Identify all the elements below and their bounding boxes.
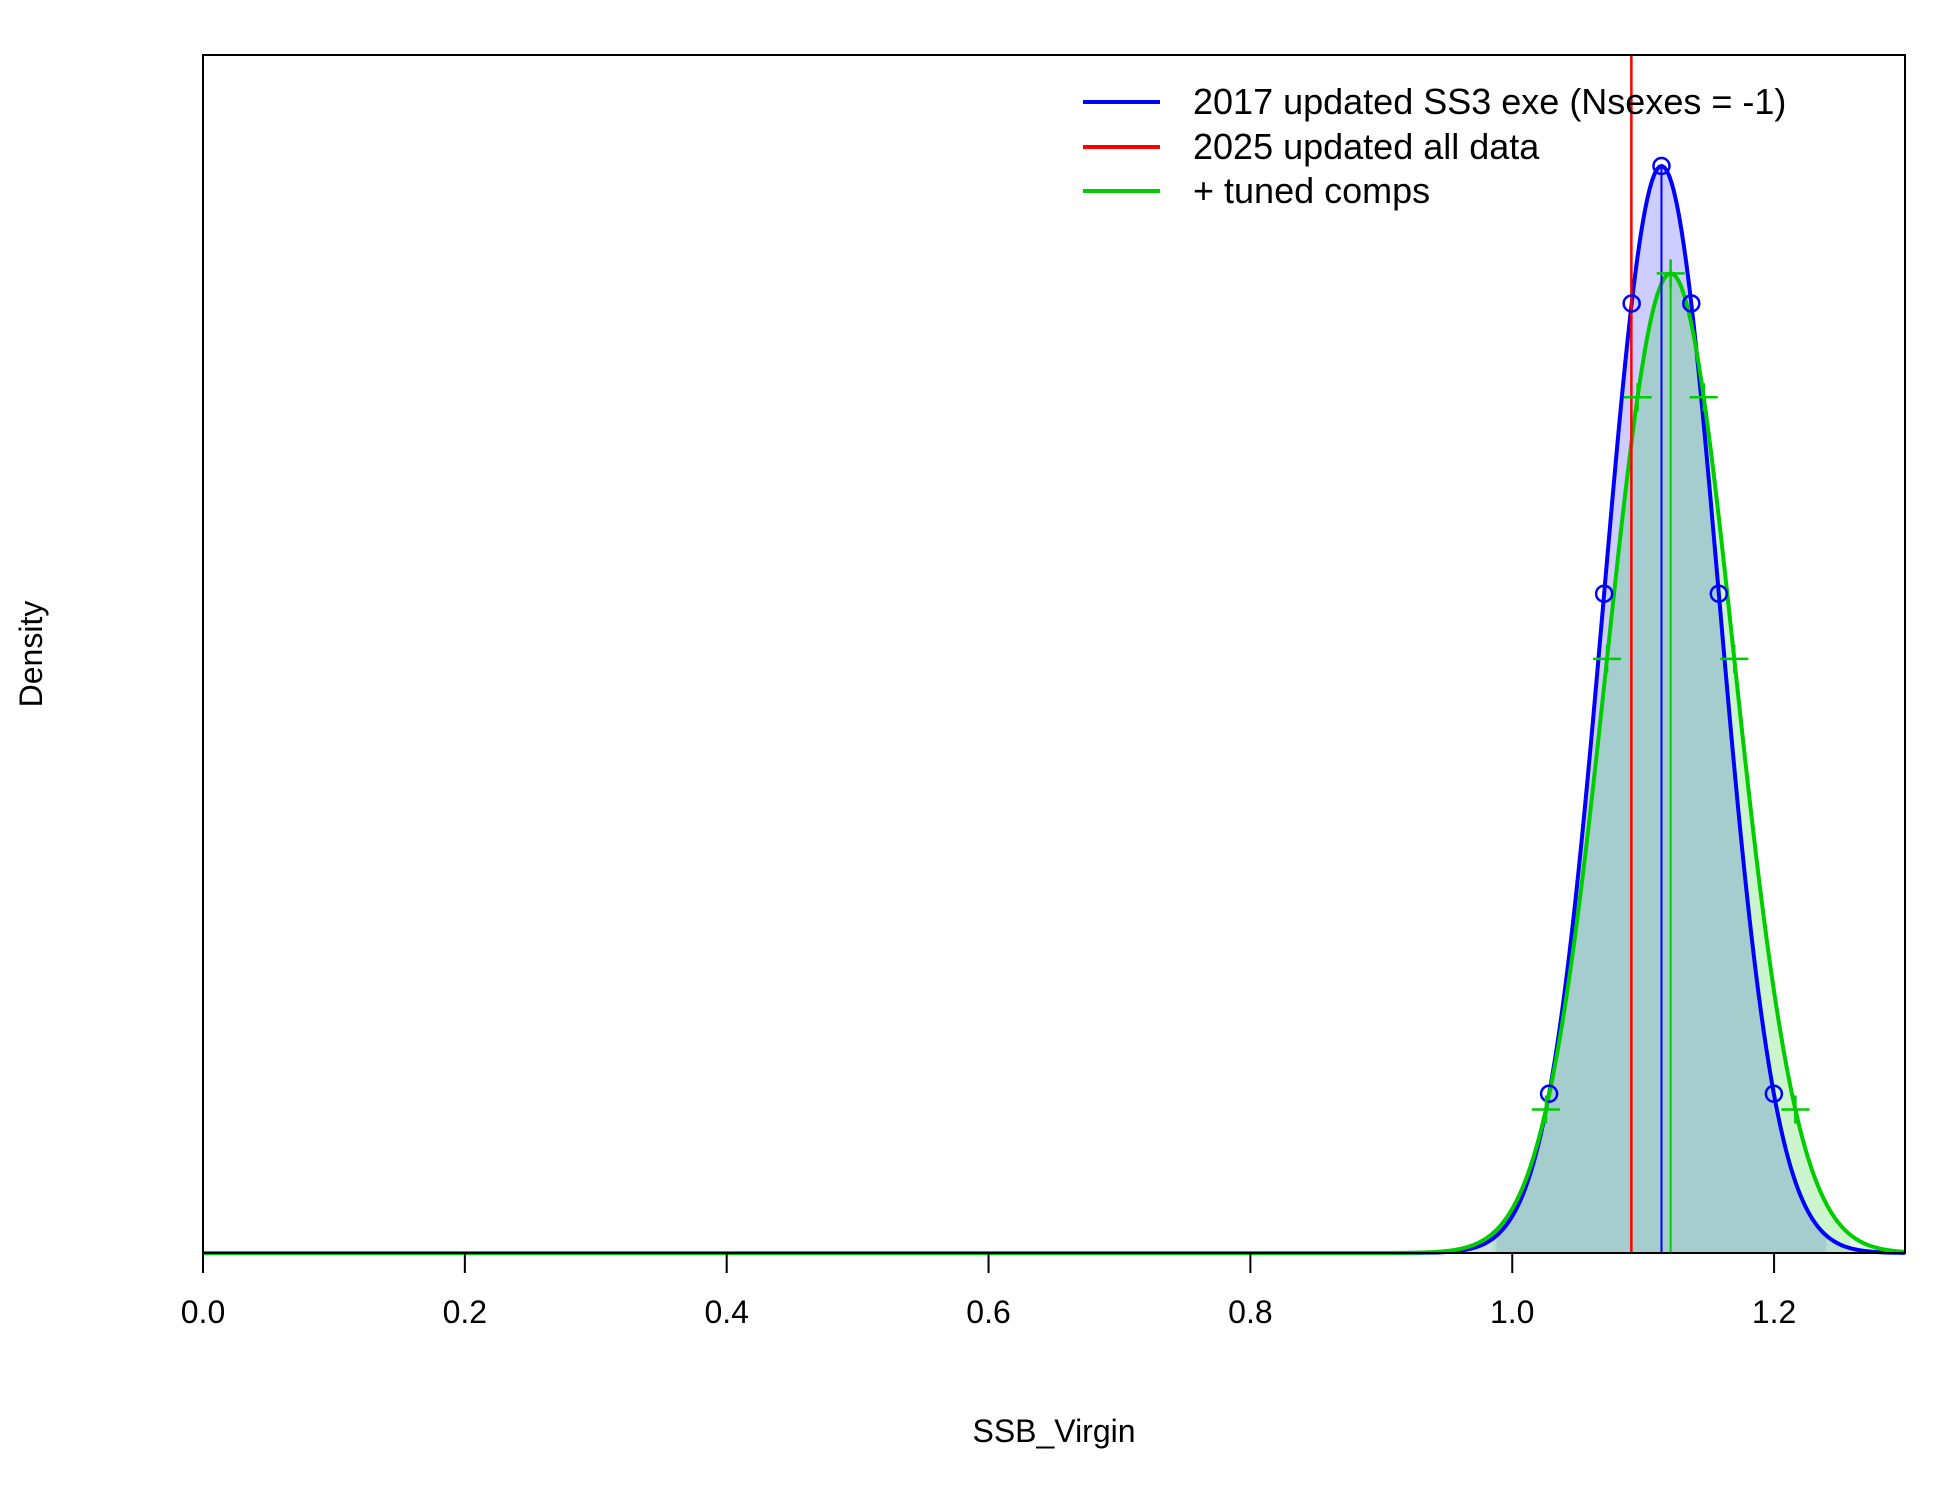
x-tick-label-2: 0.2	[443, 1294, 487, 1330]
marker-circle-1-7	[1764, 1084, 1784, 1104]
marker-circle-1-5	[1682, 294, 1701, 313]
legend-item-1: 2017 updated SS3 exe (Nsexes = -1)	[1083, 81, 1786, 122]
legend-label-2: 2025 updated all data	[1193, 126, 1540, 167]
x-axis-label: SSB_Virgin	[972, 1413, 1135, 1449]
x-tick-label-6: 1.0	[1490, 1294, 1534, 1330]
reference-lines	[1630, 55, 1672, 1253]
x-tick-label-4: 0.6	[966, 1294, 1010, 1330]
marker-circle-1-3	[1622, 294, 1641, 313]
marker-plus-2-2	[1593, 644, 1622, 673]
legend-item-3: + tuned comps	[1083, 170, 1430, 211]
legend-item-2: 2025 updated all data	[1083, 126, 1540, 167]
marker-circle-1-6	[1709, 584, 1729, 603]
x-tick-label-1: 0.0	[181, 1294, 225, 1330]
x-axis: 0.0 0.2 0.4 0.6 0.8 1.0 1.2	[181, 1252, 1796, 1330]
legend-label-1: 2017 updated SS3 exe (Nsexes = -1)	[1193, 81, 1786, 122]
marker-plus-2-1	[1531, 1095, 1560, 1124]
marker-plus-2-3	[1623, 383, 1652, 412]
y-axis-label: Density	[13, 601, 49, 708]
density-fill-2	[203, 273, 1905, 1254]
x-tick-label-5: 0.8	[1228, 1294, 1272, 1330]
marker-plus-2-5	[1689, 383, 1718, 412]
legend: 2017 updated SS3 exe (Nsexes = -1)2025 u…	[1083, 81, 1786, 211]
marker-circle-1-1	[1539, 1084, 1559, 1104]
marker-plus-2-7	[1781, 1095, 1810, 1124]
marker-plus-2-6	[1720, 644, 1749, 673]
legend-label-3: + tuned comps	[1193, 170, 1430, 211]
x-tick-label-7: 1.2	[1752, 1294, 1796, 1330]
quantile-markers	[1531, 156, 1810, 1124]
marker-circle-1-2	[1594, 584, 1614, 603]
x-tick-label-3: 0.4	[704, 1294, 748, 1330]
marker-circle-1-4	[1652, 156, 1671, 176]
marker-plus-2-4	[1656, 259, 1685, 288]
density-fill-1	[203, 166, 1905, 1253]
